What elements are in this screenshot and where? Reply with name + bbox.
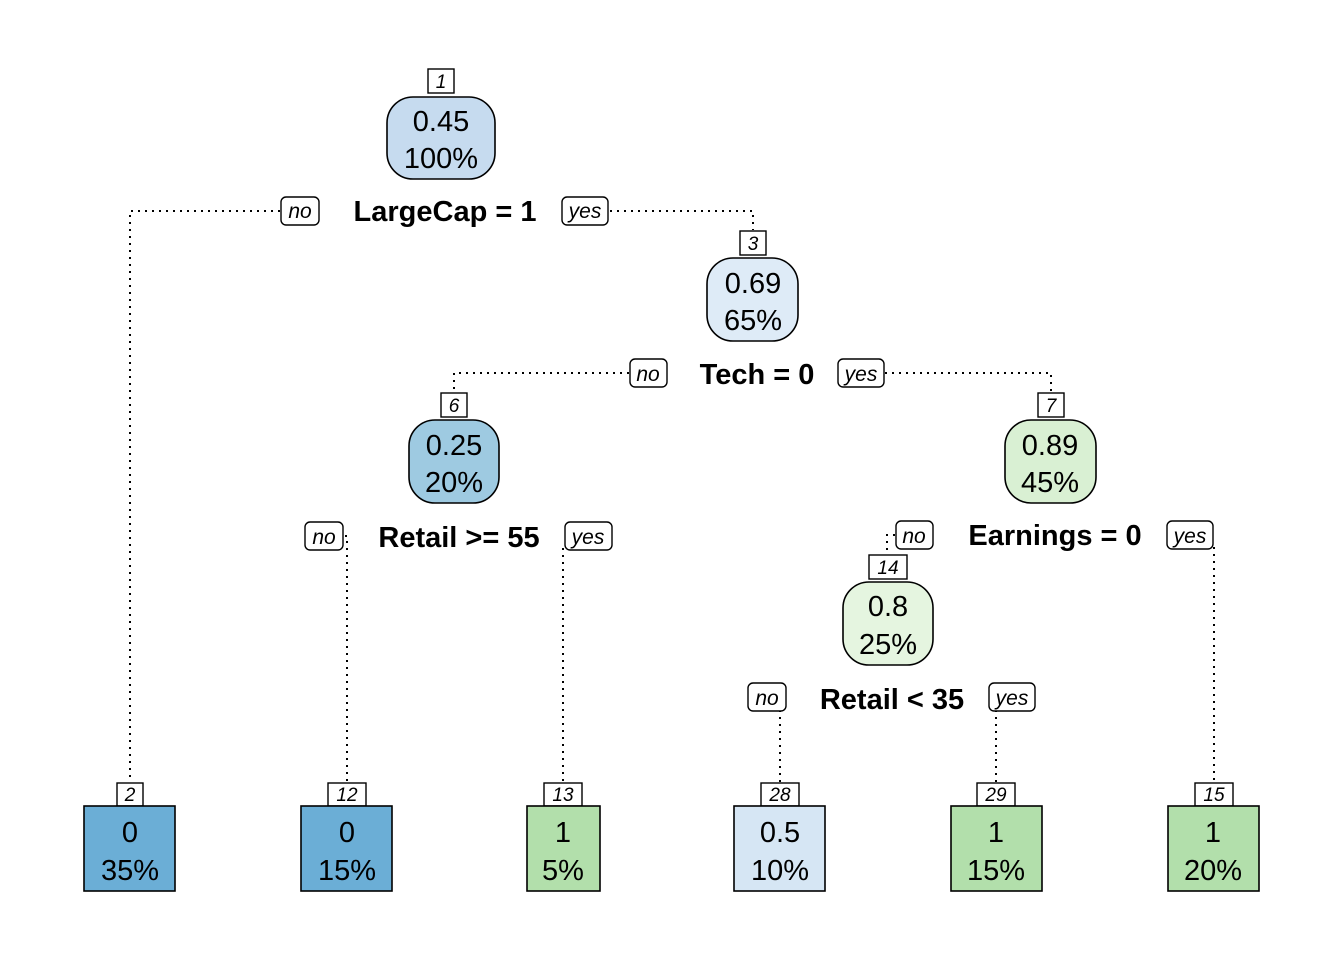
no-tag <box>629 358 668 388</box>
tree-node-14: 14 0.8 25% <box>842 554 934 666</box>
node-percent: 15% <box>967 855 1025 887</box>
yes-label: yes <box>1172 525 1207 548</box>
node-value: 0.8 <box>868 591 908 623</box>
yes-tag <box>1166 520 1214 550</box>
node-value: 0.89 <box>1022 430 1078 462</box>
node-id: 15 <box>1203 785 1225 806</box>
tree-node-6: 6 0.25 20% <box>408 392 500 504</box>
yes-tag <box>837 358 885 388</box>
node-percent: 20% <box>1184 855 1242 887</box>
node-value: 1 <box>1205 817 1221 849</box>
tree-leaf-29: 29 1 15% <box>950 782 1043 892</box>
node-value: 0 <box>339 817 355 849</box>
leaf-box <box>950 805 1043 892</box>
split-retail-55: no Retail >= 55 yes <box>304 521 613 554</box>
leaf-box <box>300 805 393 892</box>
yes-label: yes <box>570 526 605 549</box>
node-value: 1 <box>555 817 571 849</box>
tree-node-3: 3 0.69 65% <box>706 230 799 342</box>
split-rule: Retail < 35 <box>820 684 964 716</box>
node-id: 7 <box>1046 396 1058 417</box>
tree-node-1: 1 0.45 100% <box>386 68 496 180</box>
edge-3-to-6 <box>453 372 629 392</box>
node-value: 1 <box>988 817 1004 849</box>
yes-tag <box>561 196 609 226</box>
node-box <box>408 419 500 504</box>
node-id-tag <box>440 392 468 418</box>
split-rule: Retail >= 55 <box>378 522 539 554</box>
node-id: 13 <box>552 785 574 806</box>
node-percent: 20% <box>425 467 483 499</box>
node-percent: 100% <box>404 143 478 175</box>
split-rule: Tech = 0 <box>700 359 815 391</box>
no-tag <box>895 520 934 550</box>
node-id: 2 <box>124 785 136 806</box>
split-rule: LargeCap = 1 <box>354 196 537 228</box>
node-id-tag <box>868 554 908 580</box>
node-id: 29 <box>984 785 1007 806</box>
connectors <box>129 210 1215 782</box>
node-percent: 25% <box>859 629 917 661</box>
node-id: 14 <box>877 558 898 579</box>
no-tag <box>747 682 787 712</box>
no-label: no <box>902 525 926 548</box>
leaf-box <box>733 805 826 892</box>
leaf-box <box>83 805 176 892</box>
node-percent: 10% <box>751 855 809 887</box>
node-id: 3 <box>748 234 759 255</box>
node-percent: 15% <box>318 855 376 887</box>
node-percent: 65% <box>724 305 782 337</box>
node-id: 1 <box>436 72 447 93</box>
edge-3-to-7 <box>885 372 1052 392</box>
yes-label: yes <box>994 687 1029 710</box>
node-box <box>1004 419 1097 504</box>
yes-tag <box>564 521 613 551</box>
node-value: 0.45 <box>413 106 469 138</box>
edge-6-to-12 <box>345 535 348 782</box>
split-largecap: no LargeCap = 1 yes <box>280 196 609 228</box>
node-value: 0.25 <box>426 430 482 462</box>
node-box <box>706 257 799 342</box>
node-percent: 5% <box>542 855 584 887</box>
no-label: no <box>636 363 660 386</box>
yes-label: yes <box>567 200 602 223</box>
edge-7-to-14 <box>886 534 895 554</box>
node-id: 12 <box>336 785 358 806</box>
edge-1-to-3 <box>610 210 754 230</box>
leaf-box <box>1167 805 1260 892</box>
yes-tag <box>988 682 1036 712</box>
node-value: 0.69 <box>725 268 781 300</box>
node-id-tag <box>1037 392 1065 418</box>
tree-node-7: 7 0.89 45% <box>1004 392 1097 504</box>
node-id-tag <box>739 230 767 256</box>
tree-leaf-13: 13 1 5% <box>526 782 601 892</box>
split-tech: no Tech = 0 yes <box>629 358 885 391</box>
tree-leaf-15: 15 1 20% <box>1167 782 1260 892</box>
split-retail-35: no Retail < 35 yes <box>747 682 1036 716</box>
no-tag <box>304 521 344 551</box>
split-earnings: no Earnings = 0 yes <box>895 520 1214 552</box>
node-value: 0.5 <box>760 817 800 849</box>
tree-leaf-2: 2 0 35% <box>83 782 176 892</box>
tree-leaf-12: 12 0 15% <box>300 782 393 892</box>
no-label: no <box>755 687 779 710</box>
leaf-box <box>526 805 601 892</box>
no-label: no <box>288 200 312 223</box>
node-percent: 35% <box>101 855 159 887</box>
node-id: 6 <box>449 396 460 417</box>
no-tag <box>280 196 320 226</box>
tree-leaf-28: 28 0.5 10% <box>733 782 826 892</box>
node-box <box>842 581 934 666</box>
no-label: no <box>312 526 336 549</box>
node-id-tag <box>427 68 455 94</box>
yes-label: yes <box>843 363 878 386</box>
node-id: 28 <box>768 785 791 806</box>
split-rule: Earnings = 0 <box>968 520 1141 552</box>
node-value: 0 <box>122 817 138 849</box>
node-percent: 45% <box>1021 467 1079 499</box>
edge-1-to-2 <box>129 210 280 782</box>
node-box <box>386 96 496 180</box>
